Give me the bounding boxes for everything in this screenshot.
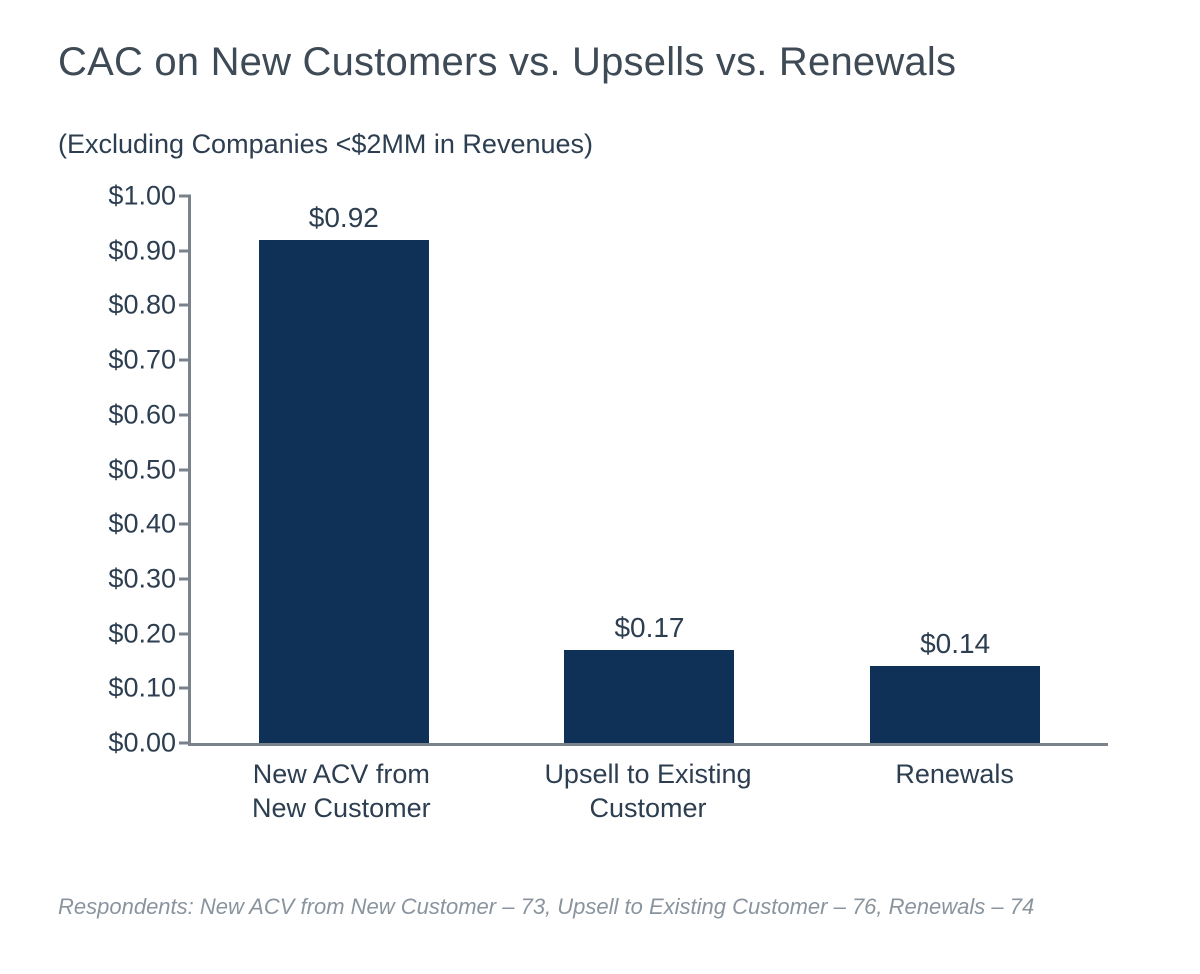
plot-area: $0.92 $0.17 $0.14 [188, 196, 1108, 746]
y-axis-labels: $1.00$0.90$0.80$0.70$0.60$0.50$0.40$0.30… [58, 196, 176, 746]
chart-page: CAC on New Customers vs. Upsells vs. Ren… [0, 0, 1200, 950]
bar-slot: $0.92 [191, 196, 497, 743]
bar-value-label: $0.17 [614, 612, 684, 644]
chart-area: $1.00$0.90$0.80$0.70$0.60$0.50$0.40$0.30… [58, 196, 1118, 836]
y-tick-label: $0.10 [108, 673, 176, 704]
y-tick-mark [179, 468, 191, 471]
bar-slot: $0.14 [802, 196, 1108, 743]
y-tick-label: $0.00 [108, 728, 176, 759]
x-category-label: New ACV from New Customer [188, 758, 495, 826]
y-tick-mark [179, 195, 191, 198]
y-tick-mark [179, 523, 191, 526]
bar [870, 666, 1040, 743]
y-tick-label: $0.70 [108, 345, 176, 376]
x-category-label: Upsell to Existing Customer [495, 758, 802, 826]
bars-container: $0.92 $0.17 $0.14 [191, 196, 1108, 743]
y-tick-mark [179, 413, 191, 416]
bar-slot: $0.17 [497, 196, 803, 743]
bar-value-label: $0.92 [309, 202, 379, 234]
y-tick-label: $0.40 [108, 509, 176, 540]
chart-subtitle: (Excluding Companies <$2MM in Revenues) [58, 129, 1142, 160]
bar [259, 240, 429, 743]
chart-title: CAC on New Customers vs. Upsells vs. Ren… [58, 40, 1142, 85]
bar [564, 650, 734, 743]
chart-footnote: Respondents: New ACV from New Customer –… [58, 894, 1142, 920]
y-tick-label: $1.00 [108, 181, 176, 212]
y-tick-mark [179, 632, 191, 635]
x-axis-labels: New ACV from New CustomerUpsell to Exist… [188, 758, 1108, 826]
x-category-label: Renewals [801, 758, 1108, 826]
y-tick-mark [179, 359, 191, 362]
y-tick-label: $0.20 [108, 618, 176, 649]
y-tick-mark [179, 304, 191, 307]
y-tick-label: $0.60 [108, 399, 176, 430]
y-tick-mark [179, 577, 191, 580]
y-tick-label: $0.90 [108, 235, 176, 266]
y-tick-mark [179, 687, 191, 690]
y-tick-label: $0.50 [108, 454, 176, 485]
y-tick-mark [179, 249, 191, 252]
y-tick-label: $0.30 [108, 563, 176, 594]
y-tick-mark [179, 742, 191, 745]
bar-value-label: $0.14 [920, 628, 990, 660]
y-tick-label: $0.80 [108, 290, 176, 321]
